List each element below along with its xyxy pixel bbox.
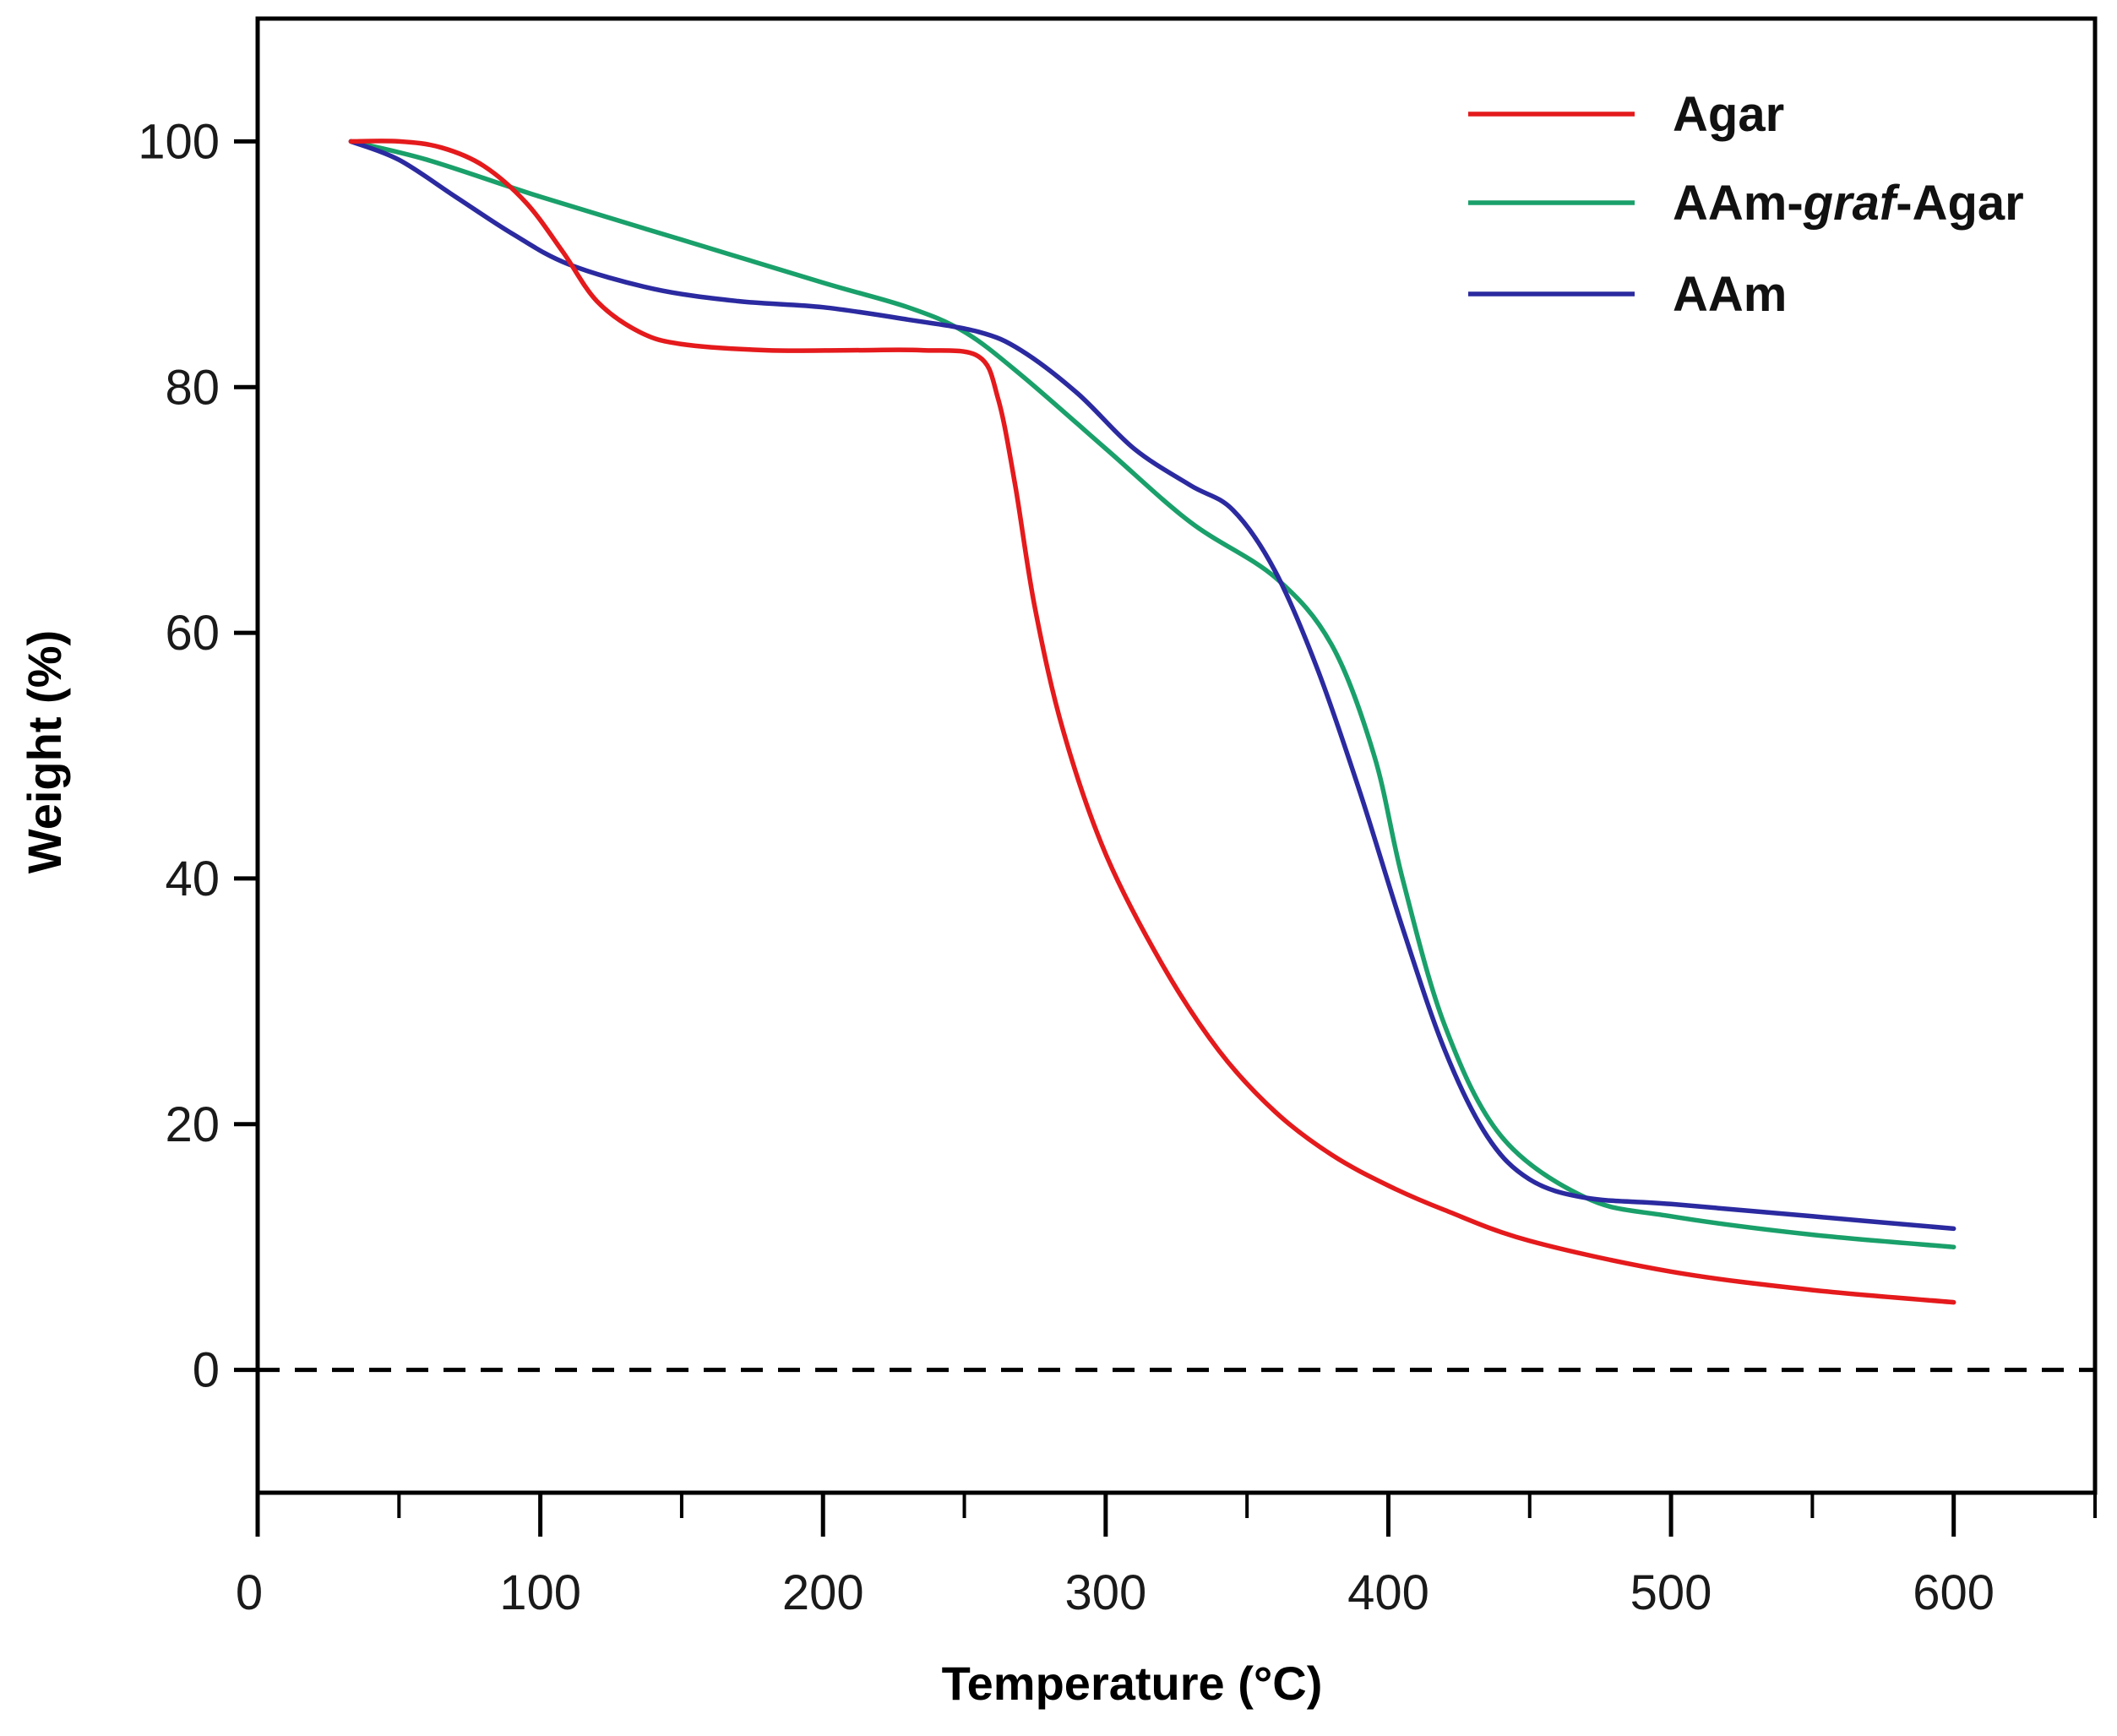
series-line-agar [348,139,1956,1305]
plot-border [255,16,2098,1495]
legend-label-2: AAm-graf-Agar [1673,176,2024,231]
legend: Agar AAm-graf-Agar AAm [1468,87,2024,322]
x-tick-label: 500 [1630,1565,1712,1620]
legend-label-3: AAm [1673,267,1787,322]
y-tick-label: 0 [193,1343,220,1398]
x-tick-label: 600 [1913,1565,1995,1620]
series-line-aam [348,139,1956,1232]
x-tick-label: 200 [782,1565,864,1620]
y-axis: 0 20 40 60 80 100 [138,114,258,1398]
x-tick-label: 0 [236,1565,263,1620]
y-tick-label: 80 [165,360,220,415]
legend-label-1: Agar [1673,87,1784,142]
x-axis: 0 100 200 300 400 500 600 [236,1493,2097,1620]
legend-label-part: AAm- [1673,176,1804,231]
legend-label-part: graf [1803,176,1901,231]
y-tick-label: 60 [165,606,220,661]
plot-area [255,16,2098,1495]
y-tick-label: 100 [138,114,220,169]
legend-label-part: -Agar [1896,176,2023,231]
x-tick-label: 400 [1347,1565,1429,1620]
y-axis-label: Weight (%) [18,630,71,873]
y-tick-label: 40 [165,852,220,906]
series-lines [348,139,1956,1305]
x-tick-label: 100 [499,1565,581,1620]
y-tick-label: 20 [165,1097,220,1152]
x-axis-label: Temperature (°C) [942,1657,1323,1710]
x-tick-label: 300 [1064,1565,1146,1620]
